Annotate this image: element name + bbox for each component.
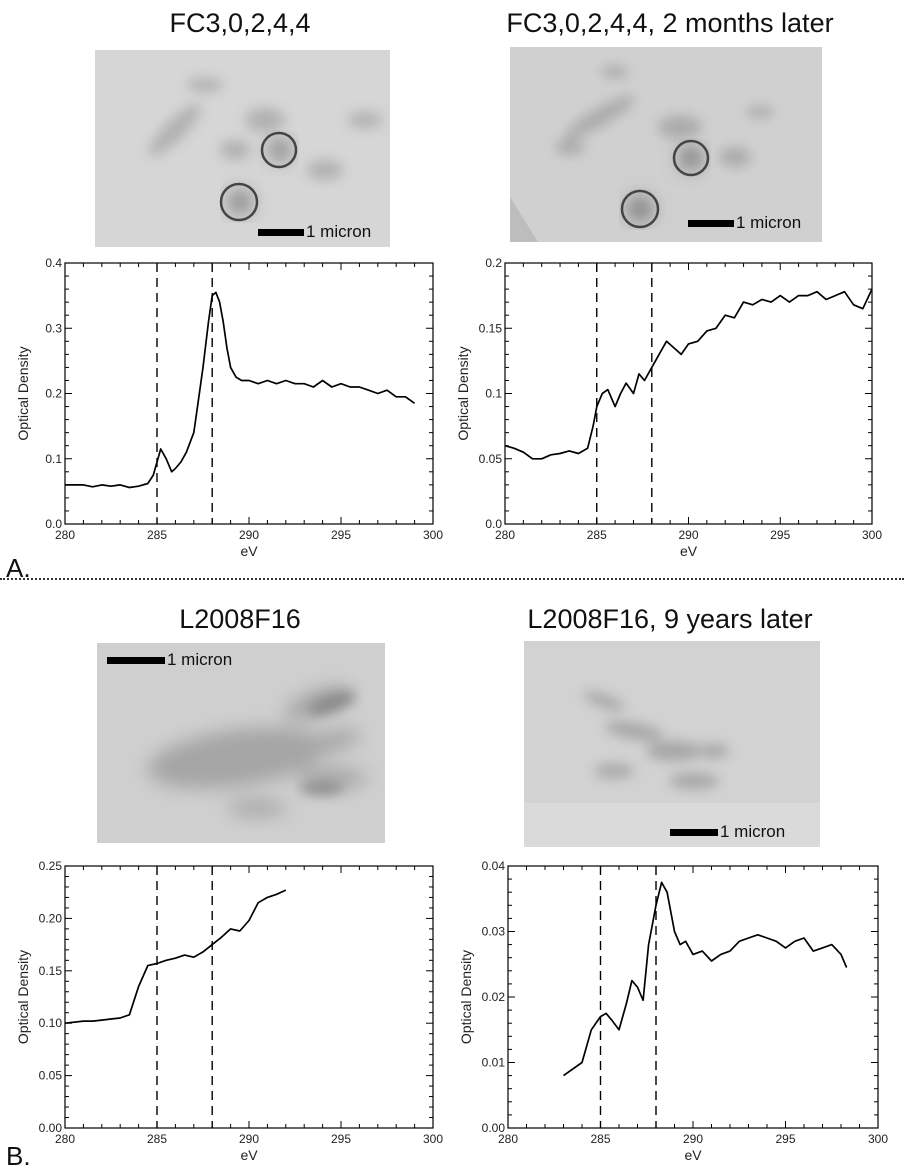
scale-bar-label: 1 micron — [167, 650, 233, 669]
scale-bar-b-right: 1 micron — [670, 822, 785, 842]
micrograph-b-left — [97, 643, 385, 843]
scale-bar-line — [107, 656, 165, 664]
scale-bar-label: 1 micron — [720, 822, 786, 841]
scale-bar-a-right: 1 micron — [688, 213, 801, 233]
panel-title-a-left: FC3,0,2,4,4 — [169, 8, 311, 38]
scale-bar-line — [258, 228, 304, 236]
micrograph-a-left — [95, 50, 390, 247]
scale-bar-a-left: 1 micron — [258, 222, 371, 242]
micrograph-b-right — [524, 641, 820, 847]
section-label-b: B. — [6, 1141, 31, 1171]
scale-bar-line — [688, 219, 734, 227]
scale-bar-line — [670, 828, 718, 836]
scale-bar-b-left: 1 micron — [107, 650, 232, 670]
panel-title-b-right: L2008F16, 9 years later — [527, 604, 813, 634]
panel-title-a-right: FC3,0,2,4,4, 2 months later — [506, 8, 834, 38]
section-divider — [0, 578, 904, 580]
scale-bar-label: 1 micron — [736, 213, 802, 232]
panel-title-b-left: L2008F16 — [179, 604, 301, 634]
micrograph-a-right — [510, 47, 822, 242]
scale-bar-label: 1 micron — [306, 222, 372, 241]
